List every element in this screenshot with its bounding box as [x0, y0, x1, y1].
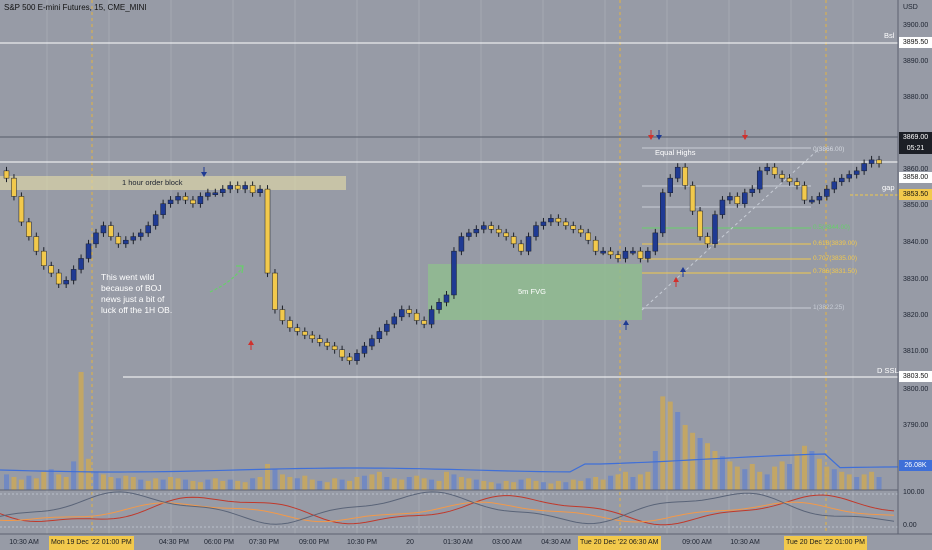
price-tick: 3810.00	[903, 348, 929, 355]
osc-tick-0: 0.00	[903, 522, 917, 529]
fib-0-618: 0.618(3839.00)	[813, 240, 858, 247]
volume-label: 26.08K	[899, 460, 932, 471]
fib-trend-line	[641, 147, 821, 311]
time-label: 07:30 PM	[249, 539, 279, 546]
time-label: 10:30 PM	[347, 539, 377, 546]
gap-label: gap	[882, 183, 895, 192]
time-label: 10:30 AM	[9, 539, 39, 546]
price-tick: 3880.00	[903, 94, 929, 101]
oscillator-line-red	[0, 494, 895, 526]
fib-retracement[interactable]	[642, 147, 811, 309]
time-axis	[0, 534, 932, 550]
price-tick: 3900.00	[903, 22, 929, 29]
green-arrow	[209, 265, 244, 293]
bsl-label: Bsl	[884, 31, 895, 40]
currency-label: USD	[903, 4, 918, 11]
fib-1: 1(3822.25)	[813, 304, 845, 311]
price-axis	[898, 0, 932, 534]
current-price-label: 3869.00	[899, 132, 932, 143]
ssl-price-label: 3803.50	[899, 371, 932, 382]
oscillator-line-gray	[0, 491, 895, 525]
time-highlight-start: Mon 19 Dec '22 01:00 PM	[49, 536, 134, 550]
ssl-label: D SSL	[877, 366, 899, 375]
price-tick: 3840.00	[903, 239, 929, 246]
price-tick: 3830.00	[903, 276, 929, 283]
time-label: 10:30 AM	[730, 539, 760, 546]
candles	[3, 155, 882, 365]
price-tick: 3800.00	[903, 386, 929, 393]
equal-highs-label: Equal Highs	[655, 148, 696, 157]
bsl-price-label: 3895.50	[899, 37, 932, 48]
order-block-zone[interactable]	[0, 176, 346, 190]
order-block-label: 1 hour order block	[122, 178, 183, 187]
symbol-title[interactable]: S&P 500 E-mini Futures, 15, CME_MINI	[4, 3, 147, 12]
fib-0-786: 0.786(3831.50)	[813, 268, 858, 275]
gap-bottom-label: 3853.50	[899, 189, 932, 200]
time-label: 20	[406, 539, 414, 546]
gap-top-label: 3858.00	[899, 172, 932, 183]
fib-0-5: 0.5(3844.00)	[813, 224, 850, 231]
price-tick: 3850.00	[903, 202, 929, 209]
osc-tick-100: 100.00	[903, 489, 925, 496]
time-highlight-mid: Tue 20 Dec '22 06:30 AM	[578, 536, 661, 550]
fib-0-707: 0.707(3835.00)	[813, 255, 858, 262]
volume-bars	[4, 372, 882, 490]
volume-ma-line	[0, 453, 901, 473]
oscillator-line-orange	[0, 501, 895, 523]
time-label: 04:30 AM	[541, 539, 571, 546]
time-label: 03:00 AM	[492, 539, 522, 546]
price-tick: 3890.00	[903, 58, 929, 65]
fvg-zone[interactable]	[428, 264, 642, 320]
price-tick: 3860.00	[903, 166, 929, 173]
time-label: 09:00 AM	[682, 539, 712, 546]
note-text: This went wild because of BOJ news just a …	[101, 272, 173, 315]
fib-0: 0(3866.00)	[813, 146, 845, 153]
time-label: 06:00 PM	[204, 539, 234, 546]
fvg-label: 5m FVG	[518, 287, 546, 296]
time-highlight-end: Tue 20 Dec '22 01:00 PM	[784, 536, 867, 550]
price-tick: 3790.00	[903, 422, 929, 429]
price-tick: 3820.00	[903, 312, 929, 319]
time-label: 04:30 PM	[159, 539, 189, 546]
countdown-label: 05:21	[899, 143, 932, 154]
signal-arrows	[201, 130, 748, 350]
time-label: 09:00 PM	[299, 539, 329, 546]
time-label: 01:30 AM	[443, 539, 473, 546]
